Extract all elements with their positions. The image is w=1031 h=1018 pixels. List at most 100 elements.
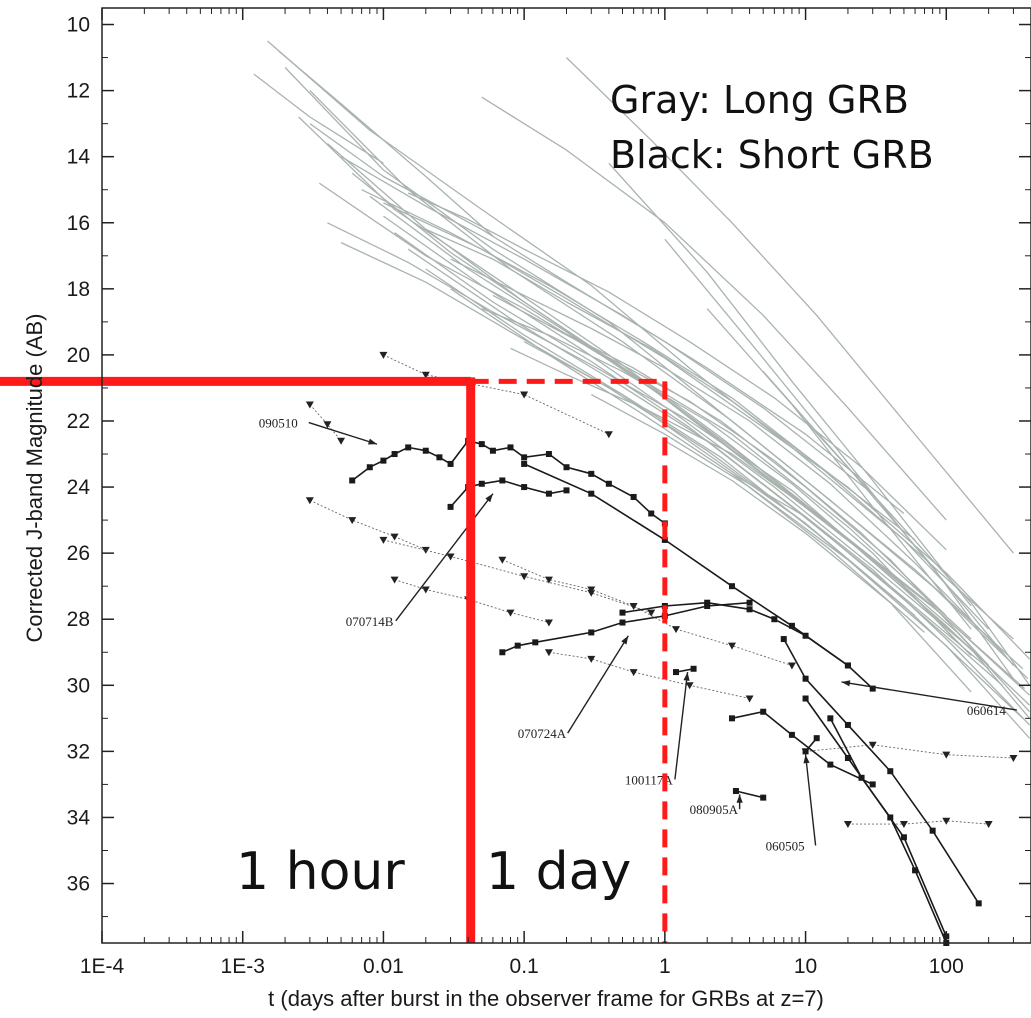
short-grb-point bbox=[704, 603, 711, 610]
upper-limit-point bbox=[1009, 754, 1018, 762]
short-grb-point bbox=[813, 735, 820, 742]
x-tick-label: 1E-4 bbox=[80, 955, 125, 978]
upper-limit-point bbox=[787, 662, 796, 670]
short-grb-point bbox=[827, 715, 834, 722]
short-grb-point bbox=[844, 721, 851, 728]
upper-limit-series bbox=[383, 354, 610, 435]
long-grb-series bbox=[450, 258, 1003, 653]
legend-long-grb: Gray: Long GRB bbox=[610, 78, 909, 122]
grb-arrowhead bbox=[485, 493, 493, 503]
grb-arrowhead bbox=[683, 672, 690, 681]
short-grb-point bbox=[900, 834, 907, 841]
short-grb-point bbox=[802, 748, 809, 755]
long-grb-series bbox=[340, 156, 905, 515]
upper-limit-point bbox=[604, 431, 613, 439]
upper-limit-point bbox=[348, 517, 357, 525]
upper-limit-point bbox=[390, 533, 399, 541]
short-grb-series bbox=[622, 601, 874, 690]
y-tick-label: 32 bbox=[67, 740, 90, 763]
long-grb-series bbox=[510, 347, 972, 657]
short-grb-point bbox=[661, 536, 668, 543]
upper-limit-point bbox=[868, 741, 877, 749]
short-grb-series bbox=[501, 601, 750, 654]
short-grb-point bbox=[672, 669, 679, 676]
short-grb-point bbox=[605, 480, 612, 487]
short-grb-point bbox=[802, 695, 809, 702]
long-grb-series bbox=[566, 57, 1014, 554]
upper-limit-point bbox=[337, 437, 346, 445]
short-grb-series bbox=[523, 463, 849, 667]
upper-limit-point bbox=[942, 817, 951, 825]
short-grb-point bbox=[545, 451, 552, 458]
short-grb-point bbox=[746, 599, 753, 606]
upper-limit-point bbox=[323, 421, 332, 429]
long-grb-series bbox=[608, 162, 972, 607]
short-grb-point bbox=[648, 510, 655, 517]
long-grb-series bbox=[664, 238, 1014, 666]
short-grb-point bbox=[869, 685, 876, 692]
legend: Gray: Long GRB Black: Short GRB bbox=[610, 78, 934, 177]
grb-arrow bbox=[674, 671, 689, 780]
short-grb-point bbox=[929, 827, 936, 834]
short-grb-point bbox=[704, 599, 711, 606]
short-grb-point bbox=[802, 675, 809, 682]
upper-limit-point bbox=[843, 821, 852, 829]
short-grb-point bbox=[975, 900, 982, 907]
long-grb-series bbox=[326, 143, 1030, 696]
short-grb-point bbox=[366, 464, 373, 471]
long-grb-series bbox=[481, 308, 958, 643]
long-grb-series bbox=[407, 192, 947, 551]
y-tick-label: 30 bbox=[67, 674, 90, 697]
upper-limit-point bbox=[305, 401, 314, 409]
grb-arrowhead bbox=[803, 754, 810, 764]
upper-limit-point bbox=[587, 655, 596, 663]
short-grb-point bbox=[478, 441, 485, 448]
one-day-label: 1 day bbox=[486, 842, 631, 902]
short-grb-point bbox=[802, 632, 809, 639]
y-tick-label: 34 bbox=[67, 806, 91, 829]
short-grb-point bbox=[349, 477, 356, 484]
grb-annotations: 090510070714B070724A100117A060614080905A… bbox=[259, 416, 1017, 853]
short-grb-point bbox=[563, 487, 570, 494]
long-grb-series bbox=[706, 308, 972, 630]
upper-limit-point bbox=[506, 609, 515, 617]
y-tick-label: 14 bbox=[67, 146, 91, 169]
y-tick-label: 20 bbox=[67, 344, 90, 367]
long-grb-series bbox=[481, 96, 947, 521]
long-grb-series bbox=[548, 324, 990, 666]
upper-limit-point bbox=[421, 546, 430, 554]
y-tick-label: 28 bbox=[67, 608, 90, 631]
x-tick-label: 1E-3 bbox=[221, 955, 265, 978]
upper-limit-point bbox=[629, 669, 638, 677]
long-grb-series bbox=[383, 215, 1030, 719]
long-grb-series bbox=[805, 420, 1031, 686]
long-grb-series bbox=[351, 172, 1030, 706]
y-tick-label: 24 bbox=[67, 476, 91, 499]
y-tick-label: 26 bbox=[67, 542, 90, 565]
upper-limit-point bbox=[727, 642, 736, 650]
upper-limit-point bbox=[520, 391, 529, 399]
x-tick-label: 0.1 bbox=[510, 955, 539, 978]
upper-limit-point bbox=[685, 682, 694, 690]
short-grb-point bbox=[630, 493, 637, 500]
short-grb-point bbox=[545, 490, 552, 497]
grb-arrow bbox=[804, 754, 817, 846]
short-grb-point bbox=[588, 629, 595, 636]
short-grb-point bbox=[588, 490, 595, 497]
short-grb-point bbox=[844, 662, 851, 669]
long-grb-series bbox=[369, 195, 1030, 713]
long-grb-series bbox=[253, 73, 384, 164]
short-grb-series bbox=[804, 698, 948, 937]
short-grb-point bbox=[514, 642, 521, 649]
upper-limit-point bbox=[587, 586, 596, 594]
y-tick-label: 18 bbox=[67, 278, 90, 301]
grb-arrowhead bbox=[841, 680, 851, 687]
short-grb-series bbox=[735, 790, 764, 799]
y-axis-label: Corrected J-band Magnitude (AB) bbox=[22, 314, 47, 643]
short-grb-point bbox=[489, 447, 496, 454]
grb-arrow bbox=[308, 421, 378, 445]
short-grb-point bbox=[827, 761, 834, 768]
upper-limit-point bbox=[421, 586, 430, 594]
upper-limit-series bbox=[805, 744, 1014, 759]
y-tick-label: 22 bbox=[67, 410, 90, 433]
